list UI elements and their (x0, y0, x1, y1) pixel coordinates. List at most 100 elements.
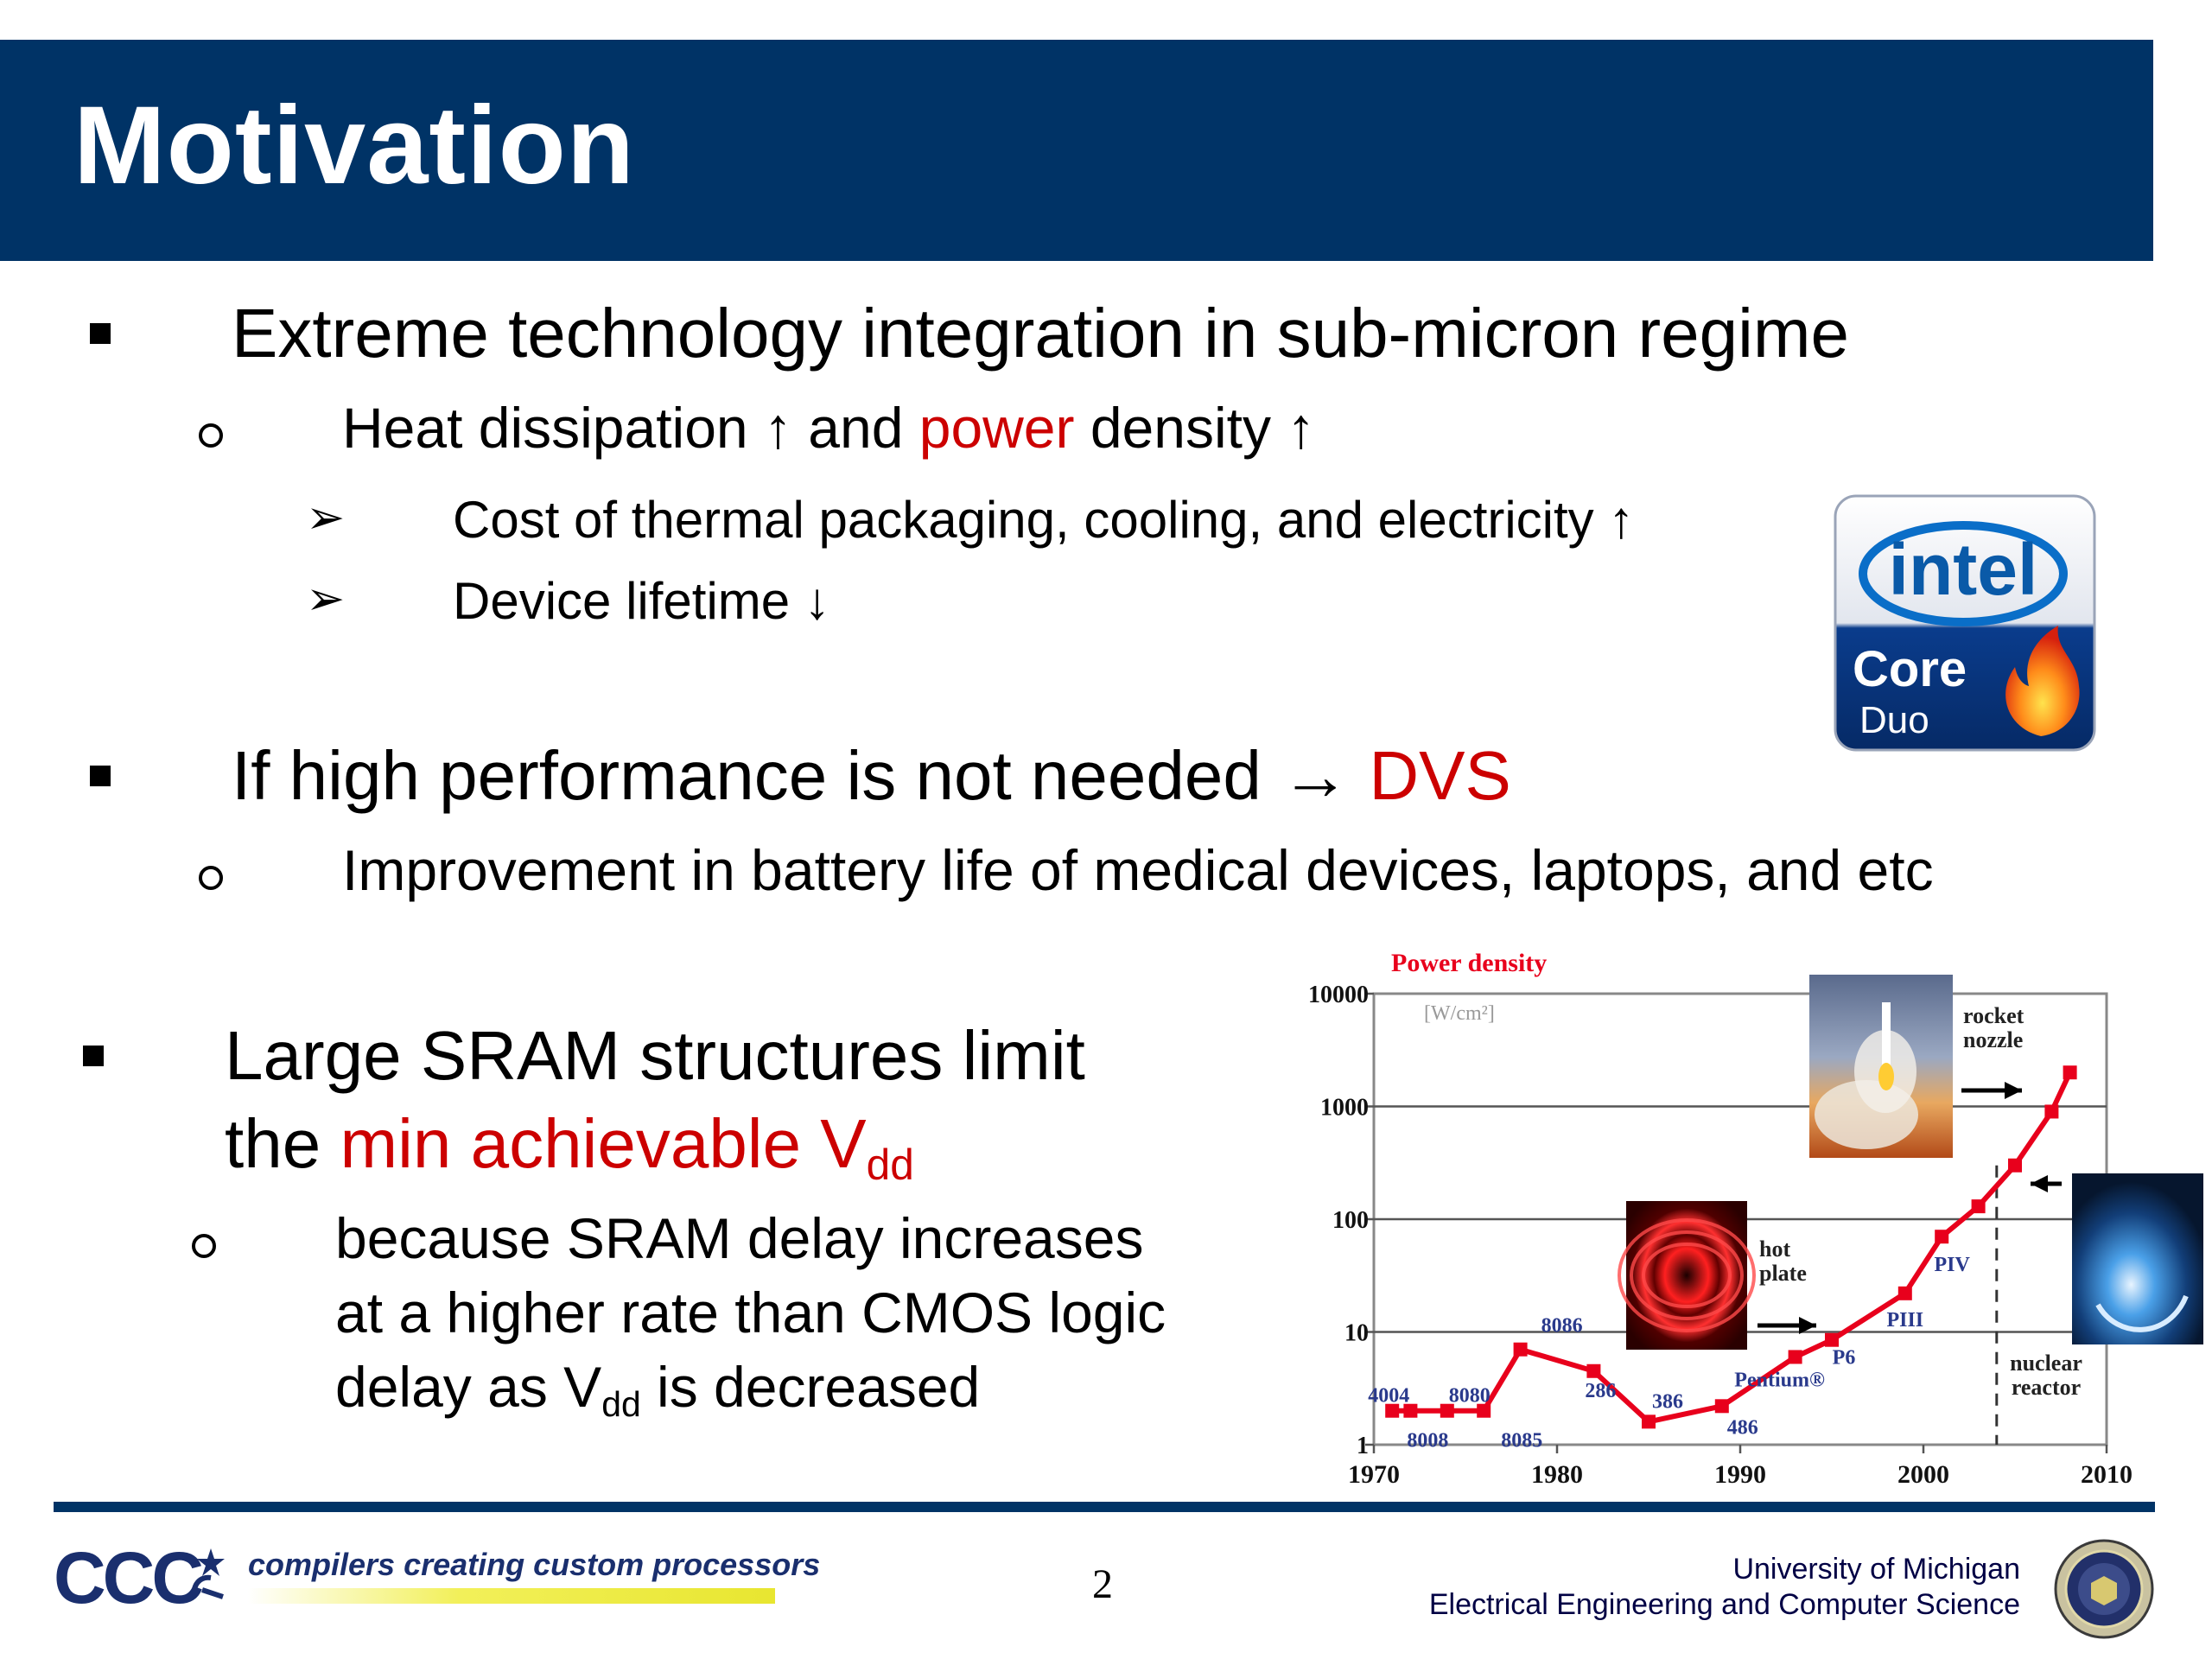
annotation-label: nozzle (1963, 1027, 2023, 1052)
hot-plate-coil (1642, 1243, 1732, 1308)
annotation-label: plate (1759, 1261, 1807, 1286)
title-bar (0, 40, 2153, 261)
duo-wordmark: Duo (1859, 699, 1929, 741)
bullet-1-sub-1: Heat dissipation ↑ and power density ↑ (342, 394, 1315, 462)
point-label: 386 (1652, 1390, 1683, 1413)
reactor-image (2072, 1173, 2203, 1344)
arrow-bullet-icon: ➢ (306, 492, 346, 543)
y-tick-label: 100 (1332, 1207, 1369, 1234)
x-tick-label: 2000 (1897, 1460, 1949, 1489)
page-number: 2 (1092, 1561, 1113, 1607)
data-point (2063, 1065, 2077, 1080)
bullet-square-icon (90, 766, 111, 786)
bullet-1-sub-1-highlight: power (918, 396, 1075, 460)
bullet-3-line-1: Large SRAM structures limit (225, 1017, 1085, 1094)
y-axis-label: [W/cm²] (1424, 1002, 1495, 1025)
ccc-tagline: compilers creating custom processors (248, 1547, 821, 1582)
bullet-2-highlight: DVS (1369, 737, 1511, 814)
point-label: 8085 (1501, 1430, 1542, 1452)
annotation-label: rocket (1963, 1003, 2024, 1028)
bullet-square-icon (83, 1046, 104, 1066)
rocket-photo (1809, 975, 1953, 1158)
rocket-body (1882, 1002, 1891, 1071)
flame-icon (2005, 626, 2080, 736)
reactor-photo (2072, 1173, 2203, 1344)
point-label: 486 (1727, 1416, 1758, 1439)
data-point (1897, 1286, 1912, 1300)
bullet-circle-icon (199, 423, 223, 448)
point-label: Pentium® (1734, 1369, 1825, 1391)
data-point (1586, 1363, 1601, 1378)
university-seal-icon (2054, 1539, 2154, 1639)
bullet-3-sub-line-3-subscript: dd (601, 1384, 641, 1425)
data-point (1440, 1403, 1454, 1418)
y-tick-label: 1000 (1320, 1095, 1369, 1122)
rocket-flame (1878, 1063, 1894, 1090)
x-tick-label: 1980 (1531, 1460, 1583, 1489)
x-tick-label: 1990 (1714, 1460, 1766, 1489)
bullet-circle-icon (192, 1234, 216, 1258)
data-point (2044, 1104, 2059, 1119)
bullet-3-highlight: min achievable Vdd (340, 1105, 913, 1189)
footer-rule (54, 1502, 2155, 1512)
power-density-line (1392, 1071, 2073, 1425)
bullet-1-sub-1-part-b: density ↑ (1074, 396, 1316, 460)
bullet-3-line-2: the min achievable Vdd (225, 1104, 914, 1189)
bullet-2-text: If high performance is not needed → DVS (232, 736, 1511, 816)
y-tick-label: 1 (1357, 1433, 1369, 1459)
right-arrow-icon: → (1281, 737, 1351, 814)
data-point (1477, 1403, 1491, 1418)
chart-title: Power density (1391, 949, 1547, 977)
arrow-bullet-icon: ➢ (306, 573, 346, 625)
data-point (1971, 1199, 1986, 1214)
x-tick-label: 1970 (1348, 1460, 1400, 1489)
slide-title: Motivation (73, 84, 635, 207)
hot-plate-arrow-head (1799, 1317, 1816, 1334)
data-point (1714, 1399, 1729, 1414)
bullet-square-icon (90, 323, 111, 344)
data-point (1825, 1332, 1839, 1347)
bullet-3-line-2-part-a: the (225, 1105, 340, 1182)
annotation-label: hot (1759, 1236, 1790, 1262)
point-label: 8008 (1407, 1430, 1448, 1452)
annotation-label: nuclear (2010, 1351, 2082, 1376)
y-tick-label: 10000 (1308, 982, 1369, 1008)
bullet-3-sub-line-1: because SRAM delay increases (335, 1206, 1144, 1270)
point-label: PIV (1935, 1254, 1971, 1276)
bullet-3-sub-line-3-part-b: is decreased (640, 1355, 981, 1419)
tagline-highlight (248, 1588, 775, 1604)
hot-plate-coil (1630, 1230, 1744, 1320)
bullet-3-highlight-subscript: dd (866, 1140, 914, 1189)
point-label: 8080 (1449, 1385, 1491, 1408)
hot-plate-photo (1618, 1201, 1756, 1350)
bullet-1-item-2: Device lifetime ↓ (453, 572, 830, 630)
ccc-emblem-icon (192, 1548, 225, 1599)
y-tick-label: 10 (1344, 1320, 1369, 1347)
data-point (1935, 1230, 1949, 1244)
point-label: 4004 (1368, 1385, 1409, 1408)
bullet-1-text: Extreme technology integration in sub-mi… (232, 295, 1849, 372)
point-label: 286 (1585, 1380, 1616, 1402)
data-point (1513, 1342, 1528, 1357)
annotation-label: reactor (2012, 1375, 2081, 1400)
bullet-3-highlight-text: min achievable V (340, 1105, 867, 1182)
hot-plate-image (1626, 1201, 1747, 1350)
department-name: Electrical Engineering and Computer Scie… (1428, 1588, 2020, 1622)
intel-core-duo-logo: intel Core Duo (1834, 494, 2096, 752)
bullet-2-sub-1: Improvement in battery life of medical d… (342, 838, 1934, 902)
bullet-circle-icon (199, 866, 223, 890)
reactor-arrow-head (2031, 1175, 2048, 1192)
data-point (1642, 1414, 1656, 1429)
reactor-glow (2095, 1294, 2189, 1332)
point-label: 8086 (1541, 1315, 1583, 1338)
intel-wordmark: intel (1889, 529, 2038, 610)
point-label: PIII (1886, 1309, 1923, 1332)
bullet-3-sub-line-2: at a higher rate than CMOS logic (335, 1281, 1166, 1344)
x-tick-label: 2010 (2081, 1460, 2133, 1489)
hot-plate-coil (1618, 1218, 1756, 1332)
core-wordmark: Core (1853, 641, 1967, 697)
bullet-3-sub-line-3-part-a: delay as V (335, 1355, 602, 1419)
university-name: University of Michigan (1732, 1553, 2020, 1586)
data-point (2008, 1158, 2022, 1173)
bullet-1-item-1: Cost of thermal packaging, cooling, and … (453, 491, 1635, 549)
